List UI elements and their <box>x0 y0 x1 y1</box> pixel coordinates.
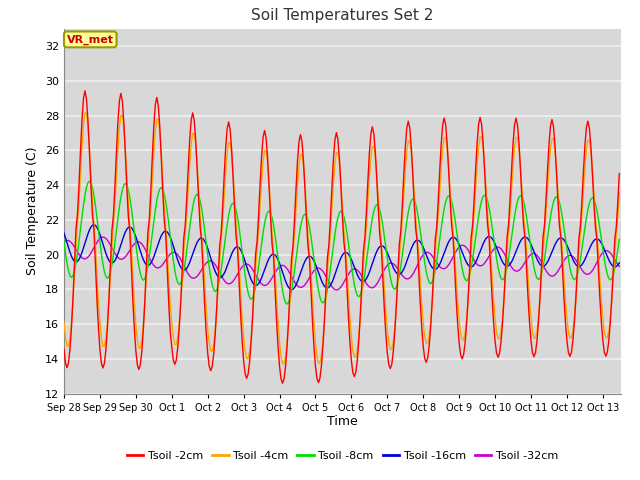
X-axis label: Time: Time <box>327 415 358 429</box>
Title: Soil Temperatures Set 2: Soil Temperatures Set 2 <box>252 9 433 24</box>
Legend: Tsoil -2cm, Tsoil -4cm, Tsoil -8cm, Tsoil -16cm, Tsoil -32cm: Tsoil -2cm, Tsoil -4cm, Tsoil -8cm, Tsoi… <box>122 446 563 466</box>
Y-axis label: Soil Temperature (C): Soil Temperature (C) <box>26 147 39 276</box>
Text: VR_met: VR_met <box>67 34 114 45</box>
